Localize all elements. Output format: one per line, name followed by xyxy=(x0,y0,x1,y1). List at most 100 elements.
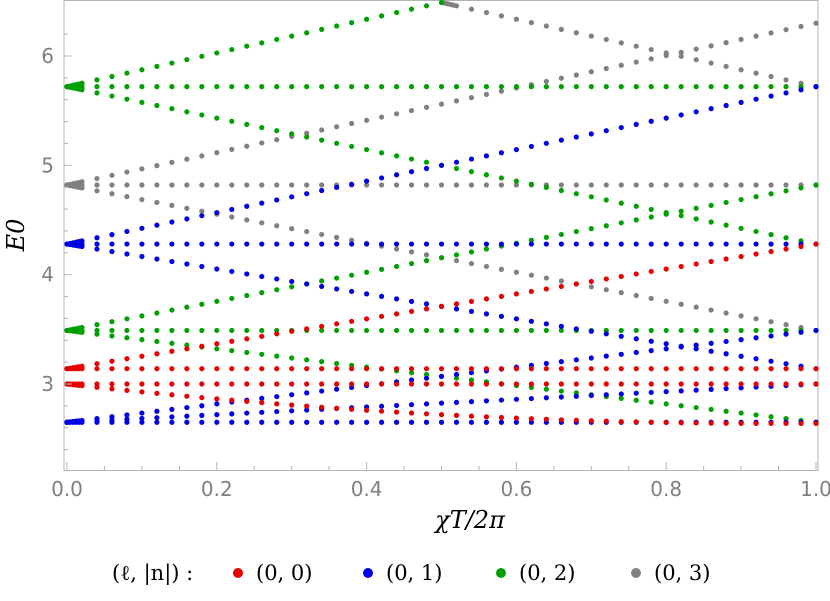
data-point xyxy=(94,175,100,182)
data-point xyxy=(723,420,729,426)
data-point xyxy=(259,351,265,357)
data-point xyxy=(289,402,295,408)
data-point xyxy=(438,381,445,387)
data-point xyxy=(378,150,385,156)
legend-marker xyxy=(363,568,373,578)
data-point xyxy=(408,169,415,175)
data-point xyxy=(783,361,789,367)
data-point xyxy=(393,172,400,178)
legend-marker xyxy=(631,568,641,578)
data-point xyxy=(393,241,400,247)
data-point xyxy=(304,134,310,140)
data-point xyxy=(543,386,549,392)
data-point xyxy=(528,395,534,402)
data-point xyxy=(274,36,280,43)
data-point xyxy=(528,84,534,90)
data-point xyxy=(453,165,460,172)
data-point xyxy=(289,392,295,398)
data-point xyxy=(618,418,624,425)
data-point xyxy=(558,381,564,387)
data-point xyxy=(648,389,654,396)
data-point xyxy=(768,420,774,427)
data-point xyxy=(259,419,265,425)
data-point xyxy=(648,419,654,425)
data-point xyxy=(783,90,789,96)
data-point xyxy=(453,301,460,307)
data-point xyxy=(603,418,609,424)
plot-border xyxy=(63,0,819,471)
data-point xyxy=(259,400,265,406)
data-point xyxy=(244,349,250,356)
data-point xyxy=(513,419,520,425)
data-point xyxy=(393,419,400,425)
data-point xyxy=(528,181,534,187)
data-point xyxy=(768,333,774,339)
data-point xyxy=(229,338,235,344)
data-point xyxy=(289,33,295,39)
data-point xyxy=(154,222,160,228)
data-point xyxy=(408,381,415,387)
data-point xyxy=(528,419,534,425)
data-point xyxy=(483,419,490,425)
data-point xyxy=(393,9,400,16)
data-point xyxy=(214,50,220,56)
data-point xyxy=(109,417,115,423)
data-point xyxy=(229,268,235,275)
data-point xyxy=(633,59,639,65)
data-point xyxy=(738,253,744,260)
data-point xyxy=(678,213,684,219)
data-point xyxy=(573,326,579,332)
data-point xyxy=(378,313,385,319)
legend-label: (0, 2) xyxy=(519,561,575,585)
data-point xyxy=(573,357,579,363)
data-point xyxy=(648,84,654,90)
data-point xyxy=(319,366,325,372)
data-point xyxy=(453,399,460,405)
data-point xyxy=(259,409,265,415)
data-point xyxy=(334,381,340,387)
data-point xyxy=(573,134,579,140)
data-point xyxy=(244,398,250,405)
data-point xyxy=(378,84,385,90)
data-point xyxy=(94,384,100,390)
data-point xyxy=(124,96,130,102)
data-point xyxy=(543,286,549,292)
data-point xyxy=(349,181,355,187)
data-point xyxy=(453,98,460,104)
data-point xyxy=(408,6,415,12)
data-point xyxy=(558,394,564,400)
data-point xyxy=(408,241,415,247)
data-point xyxy=(109,73,115,80)
data-point xyxy=(573,228,579,235)
data-point xyxy=(408,402,415,408)
data-point xyxy=(423,419,430,425)
data-point xyxy=(334,23,340,29)
data-point xyxy=(528,237,534,243)
data-point xyxy=(289,226,295,232)
data-point xyxy=(603,65,609,72)
data-point xyxy=(768,414,774,420)
data-point xyxy=(738,353,744,359)
data-point xyxy=(768,248,774,255)
data-point xyxy=(588,33,594,39)
data-point xyxy=(423,159,430,165)
data-point xyxy=(184,342,190,348)
data-point xyxy=(483,84,490,90)
data-point xyxy=(528,381,534,387)
data-point xyxy=(423,375,430,381)
data-point xyxy=(378,293,385,299)
data-point xyxy=(693,46,699,52)
data-point xyxy=(393,366,400,372)
data-point xyxy=(154,381,160,387)
data-point xyxy=(633,121,639,127)
data-point xyxy=(723,182,729,188)
data-point xyxy=(753,96,759,102)
data-point xyxy=(633,43,639,49)
data-point xyxy=(663,419,669,426)
data-point xyxy=(513,182,520,188)
data-point xyxy=(319,137,325,143)
data-point xyxy=(468,308,475,314)
data-point xyxy=(364,407,370,413)
data-point xyxy=(139,415,145,422)
data-point xyxy=(588,241,594,247)
